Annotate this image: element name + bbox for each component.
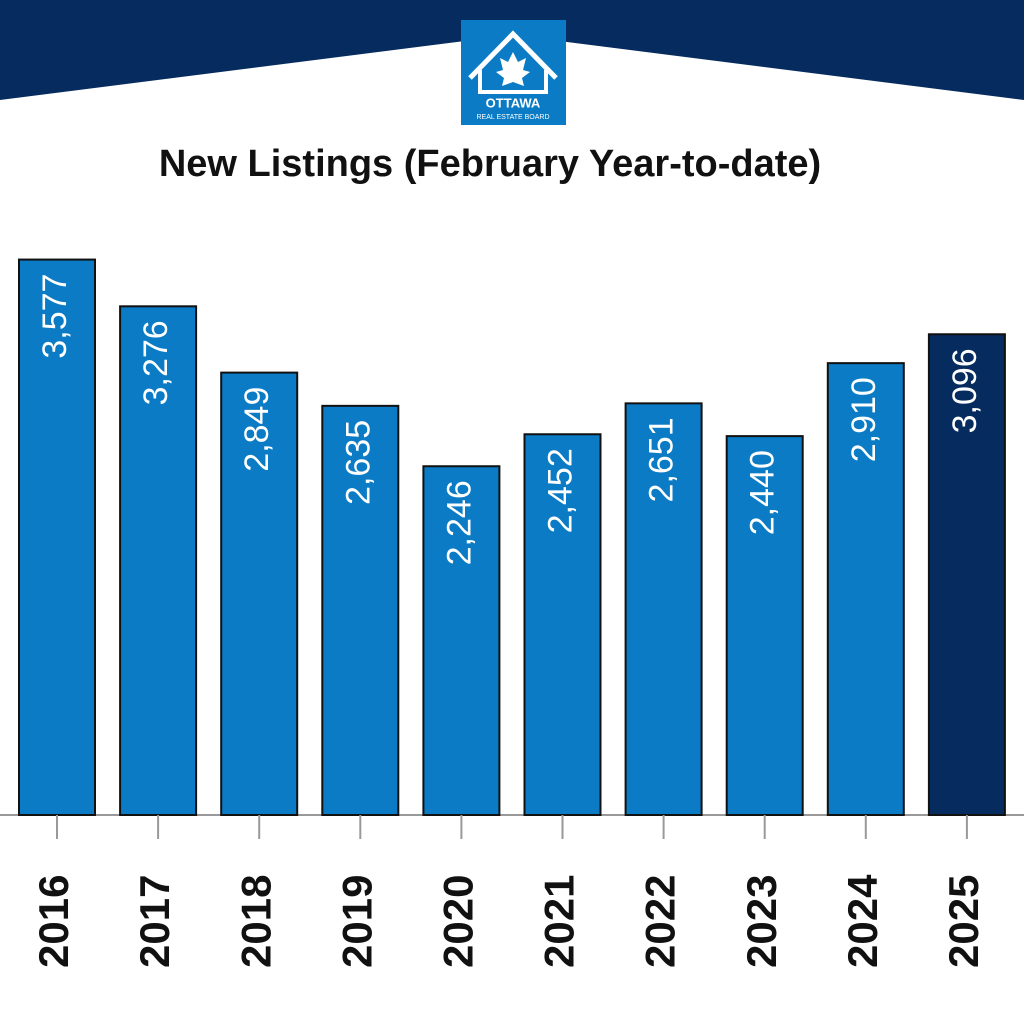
x-tick-label: 2020 bbox=[434, 875, 481, 968]
value-label: 2,651 bbox=[643, 417, 681, 502]
bar bbox=[826, 362, 905, 816]
logo-subtitle: REAL ESTATE BOARD bbox=[477, 114, 550, 121]
value-label: 2,452 bbox=[541, 448, 579, 533]
x-tick-label: 2024 bbox=[839, 874, 886, 968]
value-label: 3,577 bbox=[36, 274, 74, 359]
value-label: 3,096 bbox=[946, 348, 984, 433]
bar bbox=[523, 433, 602, 816]
value-label: 3,276 bbox=[137, 320, 175, 405]
x-tick-label: 2021 bbox=[536, 875, 583, 968]
logo-name: OTTAWA bbox=[486, 95, 541, 110]
bar bbox=[422, 465, 501, 816]
value-label: 2,849 bbox=[238, 387, 276, 472]
value-label: 2,440 bbox=[744, 450, 782, 535]
bar bbox=[220, 371, 299, 816]
x-tick-label: 2022 bbox=[637, 875, 684, 968]
chart-title: New Listings (February Year-to-date) bbox=[159, 143, 821, 185]
x-tick-label: 2023 bbox=[738, 875, 785, 968]
bar bbox=[725, 435, 804, 816]
bar bbox=[624, 402, 703, 816]
logo-roof bbox=[468, 30, 558, 80]
bar bbox=[927, 333, 1006, 816]
value-label: 2,910 bbox=[845, 377, 883, 462]
value-label: 2,635 bbox=[339, 420, 377, 505]
x-tick-label: 2018 bbox=[232, 875, 279, 968]
x-tick-label: 2016 bbox=[30, 875, 77, 968]
x-tick-label: 2017 bbox=[131, 875, 178, 968]
value-label: 2,246 bbox=[440, 480, 478, 565]
x-tick-label: 2019 bbox=[333, 875, 380, 968]
bar bbox=[119, 305, 198, 816]
logo-leaf bbox=[496, 52, 530, 86]
x-tick-label: 2025 bbox=[940, 875, 987, 968]
header-band bbox=[0, 0, 1024, 100]
bar bbox=[321, 404, 400, 816]
logo-house bbox=[478, 70, 548, 94]
